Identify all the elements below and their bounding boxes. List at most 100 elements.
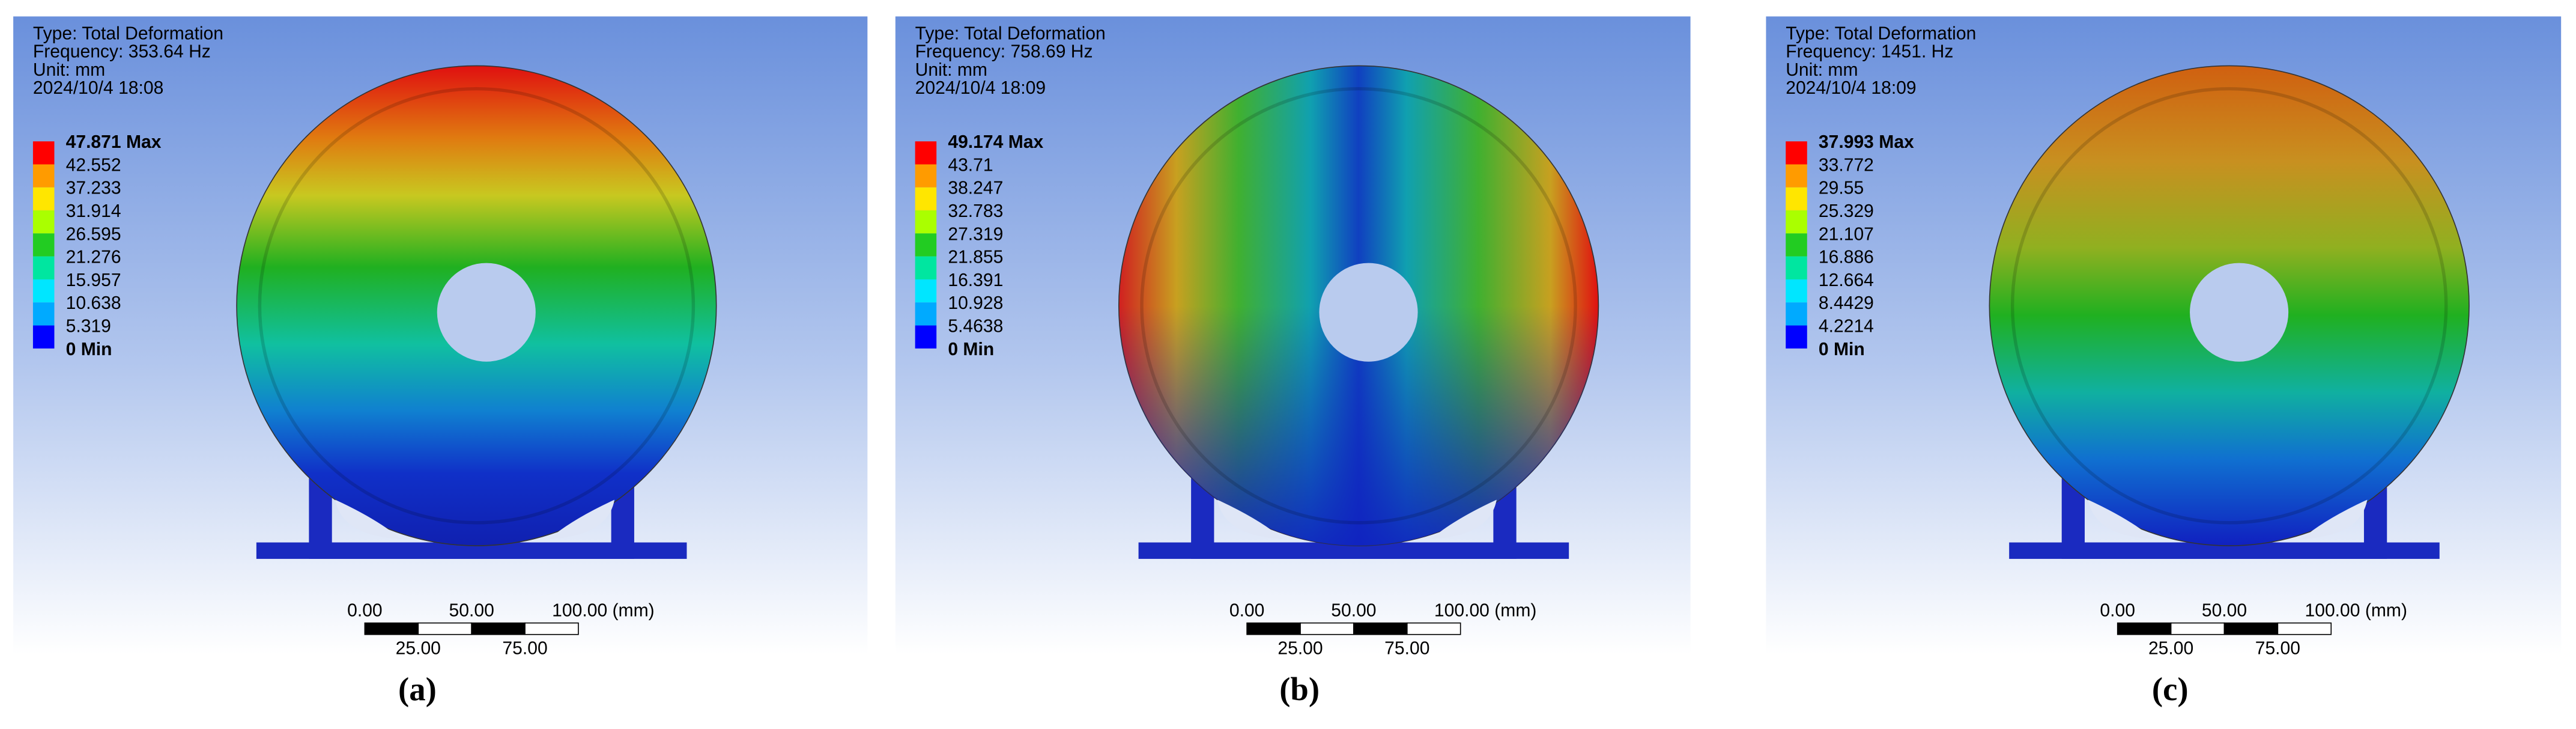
legend-swatch bbox=[32, 141, 55, 165]
scale-label: 0.00 bbox=[2100, 601, 2135, 621]
scale-label: 25.00 bbox=[396, 639, 441, 659]
header-line: 2024/10/4 18:09 bbox=[915, 78, 1046, 98]
legend-swatch bbox=[1786, 325, 1807, 349]
legend-swatch bbox=[1786, 233, 1807, 257]
legend-label: 16.886 bbox=[1819, 248, 1874, 267]
hole bbox=[437, 263, 536, 362]
hole bbox=[1319, 263, 1418, 362]
legend-label: 27.319 bbox=[948, 224, 1003, 244]
legend-swatch bbox=[32, 210, 55, 234]
header-line: Type: Total Deformation bbox=[915, 24, 1106, 44]
legend-label: 5.4638 bbox=[948, 316, 1003, 336]
legend-swatch bbox=[32, 187, 55, 211]
legend-label: 49.174 Max bbox=[948, 132, 1043, 152]
header-line: Type: Total Deformation bbox=[33, 24, 223, 44]
scale-segment bbox=[2117, 622, 2172, 635]
legend-swatch bbox=[1786, 210, 1807, 234]
legend-swatch bbox=[915, 279, 937, 303]
legend-swatch bbox=[1786, 164, 1807, 188]
legend-label: 8.4429 bbox=[1819, 293, 1874, 313]
legend-label: 5.319 bbox=[66, 316, 111, 336]
header-line: Frequency: 758.69 Hz bbox=[915, 42, 1093, 62]
legend-label: 21.276 bbox=[66, 248, 121, 267]
legend-label: 37.993 Max bbox=[1819, 132, 1914, 152]
legend-label: 4.2214 bbox=[1819, 316, 1874, 336]
legend-label: 38.247 bbox=[948, 178, 1003, 198]
legend-swatch bbox=[915, 141, 937, 165]
legend-label: 26.595 bbox=[66, 224, 121, 244]
scale-label: 0.00 bbox=[347, 601, 383, 621]
legend-label: 10.928 bbox=[948, 293, 1003, 313]
legend-label: 0 Min bbox=[1819, 340, 1865, 359]
legend-label: 31.914 bbox=[66, 201, 121, 221]
header-line: Unit: mm bbox=[1786, 60, 1858, 80]
scale-label: 50.00 bbox=[449, 601, 494, 621]
legend-label: 21.107 bbox=[1819, 224, 1874, 244]
scale-label: 100.00 (mm) bbox=[1434, 601, 1537, 621]
legend-swatch bbox=[1786, 141, 1807, 165]
scale-label: 75.00 bbox=[2255, 639, 2300, 659]
legend-swatch bbox=[1786, 256, 1807, 279]
scale-segment bbox=[1300, 622, 1354, 635]
disk-rim bbox=[258, 87, 696, 525]
caption: (a) bbox=[398, 671, 437, 707]
legend-label: 43.71 bbox=[948, 155, 993, 175]
legend-label: 16.391 bbox=[948, 270, 1003, 290]
legend-swatch bbox=[32, 164, 55, 188]
scale-segment bbox=[364, 622, 419, 635]
legend-swatch bbox=[1786, 279, 1807, 303]
header-line: Frequency: 1451. Hz bbox=[1786, 42, 1953, 62]
legend-swatch bbox=[1786, 187, 1807, 211]
header-line: 2024/10/4 18:08 bbox=[33, 78, 163, 98]
legend-swatch bbox=[32, 325, 55, 349]
legend-swatch bbox=[32, 233, 55, 257]
scale-label: 50.00 bbox=[2202, 601, 2247, 621]
scale-segment bbox=[471, 622, 526, 635]
scale-segment bbox=[2223, 622, 2279, 635]
header-line: Unit: mm bbox=[915, 60, 987, 80]
legend-label: 37.233 bbox=[66, 178, 121, 198]
legend-swatch bbox=[915, 256, 937, 279]
disk-rim bbox=[1140, 87, 1577, 525]
legend-label: 47.871 Max bbox=[66, 132, 162, 152]
scale-segment bbox=[1246, 622, 1301, 635]
legend-swatch bbox=[915, 210, 937, 234]
header-line: 2024/10/4 18:09 bbox=[1786, 78, 1916, 98]
scale-segment bbox=[1353, 622, 1408, 635]
legend-swatch bbox=[915, 325, 937, 349]
legend-label: 15.957 bbox=[66, 270, 121, 290]
hole bbox=[2190, 263, 2289, 362]
scale-label: 75.00 bbox=[502, 639, 547, 659]
scale-label: 100.00 (mm) bbox=[2305, 601, 2408, 621]
scale-label: 100.00 (mm) bbox=[552, 601, 654, 621]
legend-swatch bbox=[915, 164, 937, 188]
scale-label: 25.00 bbox=[2148, 639, 2193, 659]
scale-segment bbox=[2170, 622, 2225, 635]
legend-label: 0 Min bbox=[948, 340, 994, 359]
caption: (c) bbox=[2152, 671, 2189, 707]
header-line: Unit: mm bbox=[33, 60, 105, 80]
legend-label: 33.772 bbox=[1819, 155, 1874, 175]
legend-label: 29.55 bbox=[1819, 178, 1864, 198]
legend-label: 21.855 bbox=[948, 248, 1003, 267]
header-line: Frequency: 353.64 Hz bbox=[33, 42, 211, 62]
legend-swatch bbox=[915, 302, 937, 326]
header-line: Type: Total Deformation bbox=[1786, 24, 1976, 44]
legend-label: 0 Min bbox=[66, 340, 112, 359]
legend-swatch bbox=[32, 256, 55, 279]
legend-label: 32.783 bbox=[948, 201, 1003, 221]
scale-label: 75.00 bbox=[1384, 639, 1429, 659]
caption: (b) bbox=[1279, 671, 1320, 707]
legend-swatch bbox=[32, 279, 55, 303]
legend-swatch bbox=[32, 302, 55, 326]
scale-segment bbox=[417, 622, 472, 635]
legend-label: 25.329 bbox=[1819, 201, 1874, 221]
scale-segment bbox=[524, 622, 579, 635]
legend-label: 12.664 bbox=[1819, 270, 1874, 290]
scale-segment bbox=[2277, 622, 2332, 635]
legend-label: 42.552 bbox=[66, 155, 121, 175]
